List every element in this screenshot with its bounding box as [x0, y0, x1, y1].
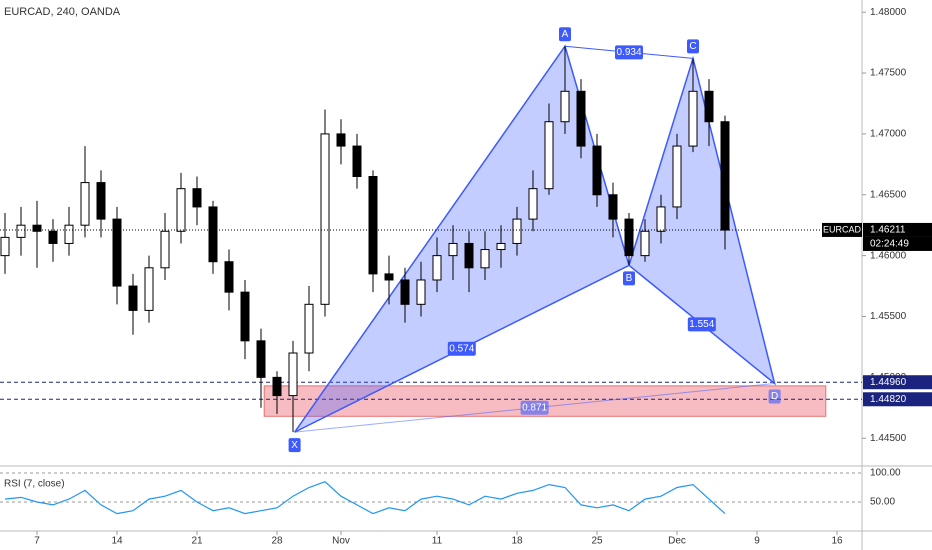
- candle-body: [592, 145, 602, 196]
- candle-body: [400, 279, 410, 305]
- countdown-box: [863, 236, 932, 251]
- x-tick-label: Nov: [332, 536, 350, 547]
- point-box: [768, 389, 781, 404]
- candle-body: [544, 121, 554, 190]
- point-label: B: [626, 273, 633, 284]
- rsi-title: RSI (7, close): [4, 479, 65, 490]
- price-box: [863, 222, 932, 237]
- last-price-symbol: EURCAD: [823, 224, 862, 234]
- candle-body: [608, 194, 618, 220]
- candle-body: [176, 188, 186, 232]
- candle-body: [128, 285, 138, 311]
- candle-body: [576, 90, 586, 147]
- candle-body: [320, 133, 330, 305]
- ratio-label: 1.554: [689, 319, 714, 330]
- ratio-box: [520, 400, 549, 415]
- candle-body: [240, 291, 250, 342]
- candle-body: [48, 230, 58, 244]
- y-tick-label: 1.44500: [870, 433, 907, 444]
- x-tick-label: Dec: [668, 536, 686, 547]
- candle-body: [32, 224, 42, 232]
- candle-body: [432, 255, 442, 281]
- candle-body: [224, 261, 234, 293]
- x-tick-label: 25: [591, 536, 603, 547]
- symbol-box: [822, 222, 862, 237]
- point-label: A: [562, 29, 569, 40]
- candle-body: [192, 188, 202, 208]
- y-tick-label: 1.45500: [870, 311, 907, 322]
- candle-body: [464, 242, 474, 269]
- point-box: [288, 438, 301, 453]
- candle-body: [416, 279, 426, 305]
- point-label: C: [689, 41, 696, 52]
- x-tick-label: 16: [831, 536, 843, 547]
- y-tick-label: 1.46000: [870, 250, 907, 261]
- candle-body: [656, 206, 666, 232]
- last-price-label: 1.46211: [870, 225, 906, 236]
- candle-body: [688, 90, 698, 147]
- candle-body: [288, 352, 298, 397]
- level-label-box: [863, 375, 932, 390]
- x-tick-label: 14: [111, 536, 123, 547]
- x-tick-label: 28: [271, 536, 283, 547]
- point-box: [623, 271, 635, 286]
- rsi-line: [4, 481, 726, 515]
- y-tick-label: 1.48000: [870, 7, 907, 18]
- point-box: [687, 39, 699, 54]
- candle-body: [256, 340, 266, 378]
- point-label: X: [291, 440, 298, 451]
- candle-body: [560, 90, 570, 123]
- ratio-label: 0.871: [522, 402, 547, 413]
- countdown: 02:24:49: [870, 239, 909, 250]
- point-box: [559, 27, 571, 42]
- candle-body: [352, 145, 362, 178]
- candle-body: [368, 176, 378, 275]
- candle-body: [0, 236, 10, 257]
- ratio-box: [615, 45, 643, 60]
- candle-body: [144, 267, 154, 311]
- y-tick-label: 1.47500: [870, 68, 907, 79]
- candle-body: [384, 273, 394, 281]
- x-tick-label: 21: [191, 536, 203, 547]
- level-label: 1.44960: [870, 377, 907, 388]
- candle-body: [80, 182, 90, 226]
- symbol-title: EURCAD, 240, OANDA: [4, 6, 121, 18]
- candle-body: [448, 242, 458, 257]
- candle-body: [496, 242, 506, 251]
- candle-body: [64, 224, 74, 244]
- ratio-label: 0.934: [616, 47, 641, 58]
- candle-body: [672, 145, 682, 208]
- candle-body: [112, 218, 122, 287]
- level-label-box: [863, 392, 932, 407]
- x-tick-label: 11: [432, 536, 443, 547]
- y-tick-label: 1.46500: [870, 189, 907, 200]
- rsi-tick-label: 50.00: [870, 497, 895, 508]
- candle-body: [336, 133, 346, 147]
- candle-body: [480, 249, 490, 269]
- candle-body: [624, 218, 634, 257]
- point-label: D: [771, 391, 778, 402]
- candle-body: [96, 182, 106, 220]
- candle-body: [720, 121, 730, 231]
- candle-body: [640, 230, 650, 257]
- candle-body: [16, 224, 26, 238]
- x-tick-label: 9: [754, 536, 760, 547]
- y-tick-label: 1.47000: [870, 129, 907, 140]
- x-tick-label: 18: [511, 536, 523, 547]
- candle-body: [528, 188, 538, 220]
- candle-body: [304, 303, 314, 354]
- candle-body: [208, 206, 218, 263]
- candle-body: [272, 376, 282, 397]
- candle-body: [704, 90, 714, 123]
- candle-body: [512, 218, 522, 244]
- x-tick-label: 7: [34, 536, 40, 547]
- ratio-box: [447, 341, 476, 356]
- ratio-label: 0.574: [449, 343, 474, 354]
- rsi-tick-label: 100.00: [870, 468, 901, 479]
- level-label: 1.44820: [870, 394, 907, 405]
- ratio-box: [687, 317, 716, 332]
- candle-body: [160, 230, 170, 269]
